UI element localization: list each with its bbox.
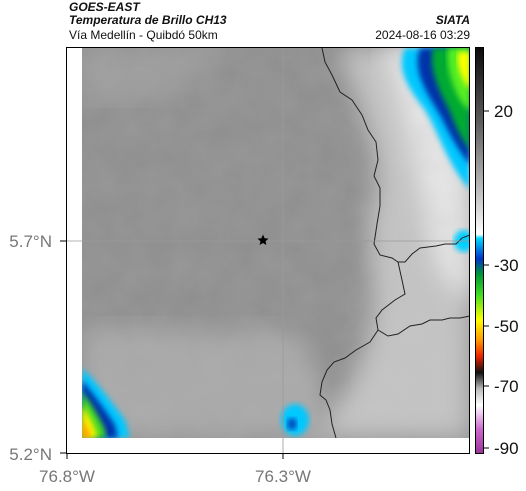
map-frame [66, 47, 470, 454]
colorbar-tick-label: -90 [494, 439, 519, 458]
department-borders [319, 48, 470, 438]
cold-cloud-top-northeast [401, 48, 470, 190]
lat-tick-label: 5.7°N [9, 232, 52, 251]
colorbar-tick-label: -50 [494, 317, 519, 336]
lon-tick-label: 76.8°W [39, 467, 95, 486]
datetime-label: 2024-08-16 03:29 [375, 28, 470, 42]
star-icon [257, 234, 269, 245]
product-title: Temperatura de Brillo CH13 [69, 13, 227, 27]
colorbar-frame [475, 47, 484, 454]
satellite-title: GOES-EAST [69, 0, 140, 14]
colorbar-tick-label: 20 [494, 102, 513, 121]
cold-cloud-southwest [82, 368, 130, 438]
cold-cloud-south-core [287, 418, 297, 430]
colorbar-tick-label: -30 [494, 256, 519, 275]
route-subtitle: Vía Medellín - Quibdó 50km [69, 28, 218, 42]
lat-tick-label: 5.2°N [9, 445, 52, 464]
colorbar-tick-label: -70 [494, 377, 519, 396]
axis-ticks [60, 240, 284, 459]
colorbar-gradient [475, 47, 484, 454]
brightness-temperature-field [82, 48, 470, 438]
colorbar: 20 -30 -50 -70 -90 [475, 47, 519, 458]
organization-label: SIATA [435, 13, 470, 27]
lon-tick-label: 76.3°W [255, 467, 311, 486]
